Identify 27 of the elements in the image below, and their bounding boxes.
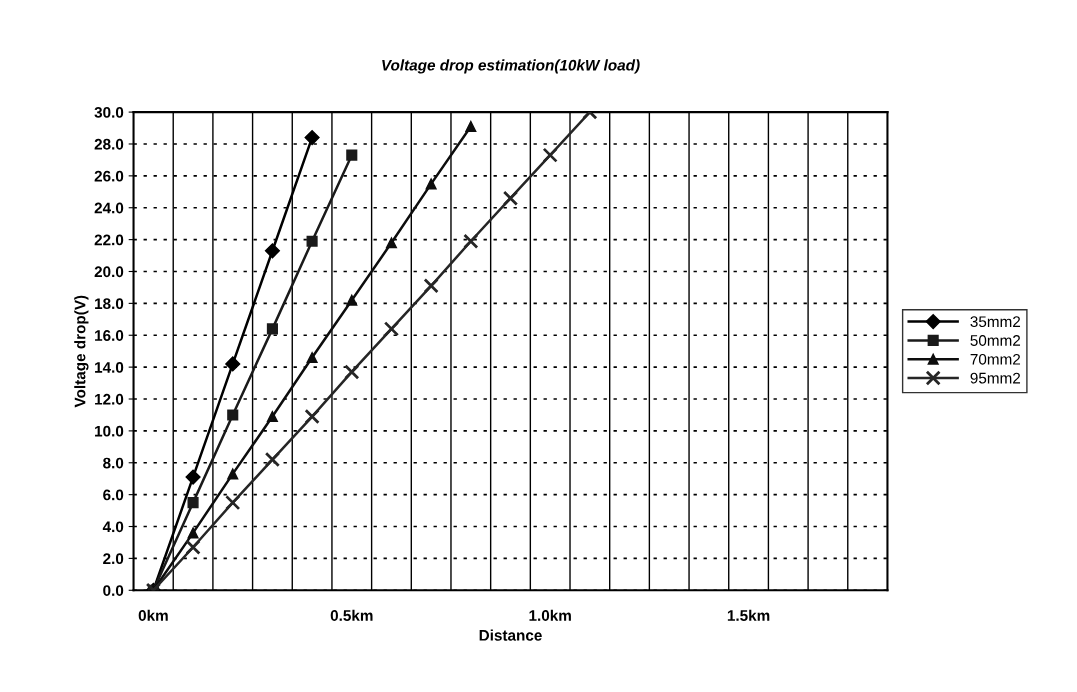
x-tick-label: 0.5km bbox=[330, 609, 373, 621]
y-tick-label: 16.0 bbox=[95, 330, 124, 341]
x-tick-label: 0km bbox=[138, 609, 168, 621]
x-tick-label: 1.0km bbox=[529, 609, 571, 621]
y-axis-title: Voltage drop(V) bbox=[74, 295, 89, 408]
chart-title: Voltage drop estimation(10kW load) bbox=[382, 59, 640, 74]
y-tick-label: 14.0 bbox=[95, 362, 124, 373]
legend-label: 35mm2 bbox=[970, 316, 1021, 328]
y-tick-label: 30.0 bbox=[94, 106, 124, 118]
y-tick-label: 18.0 bbox=[95, 298, 124, 310]
y-tick-label: 22.0 bbox=[94, 234, 124, 246]
legend-label: 95mm2 bbox=[970, 372, 1021, 384]
x-axis-title: Distance bbox=[479, 629, 542, 641]
y-tick-label: 0.0 bbox=[103, 585, 124, 596]
y-tick-label: 12.0 bbox=[95, 393, 124, 405]
y-tick-label: 6.0 bbox=[103, 489, 124, 501]
legend-label: 50mm2 bbox=[970, 335, 1021, 346]
y-tick-label: 26.0 bbox=[94, 170, 124, 182]
y-tick-label: 24.0 bbox=[94, 202, 124, 214]
y-tick-label: 20.0 bbox=[94, 266, 124, 278]
x-tick-label: 1.5km bbox=[727, 609, 770, 621]
y-tick-label: 28.0 bbox=[94, 138, 124, 150]
y-tick-label: 8.0 bbox=[103, 457, 124, 469]
legend-label: 70mm2 bbox=[970, 353, 1021, 365]
y-tick-label: 2.0 bbox=[103, 553, 124, 565]
y-tick-label: 4.0 bbox=[102, 521, 124, 533]
y-tick-label: 10.0 bbox=[95, 425, 124, 437]
